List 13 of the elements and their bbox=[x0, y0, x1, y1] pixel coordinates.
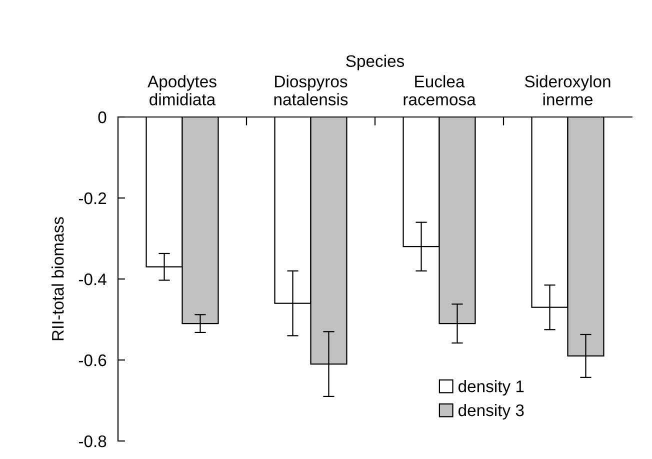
y-tick-label: -0.4 bbox=[78, 273, 106, 286]
legend-label: density 1 bbox=[458, 380, 524, 396]
legend-label: density 3 bbox=[458, 404, 524, 420]
x-tick-label: Apodytes dimidiata bbox=[148, 75, 216, 106]
y-tick-label: 0 bbox=[98, 111, 106, 124]
y-axis-title: RII-total biomass bbox=[52, 217, 64, 340]
x-tick-label: Euclea racemosa bbox=[404, 75, 476, 106]
y-tick-label: -0.2 bbox=[78, 192, 106, 204]
x-axis-title: Species bbox=[346, 54, 404, 70]
x-tick-label: Sideroxylon inerme bbox=[524, 75, 610, 106]
y-tick-label: -0.6 bbox=[78, 354, 106, 366]
y-tick-label: -0.8 bbox=[78, 435, 106, 448]
x-tick-label: Diospyros natalensis bbox=[274, 75, 348, 106]
